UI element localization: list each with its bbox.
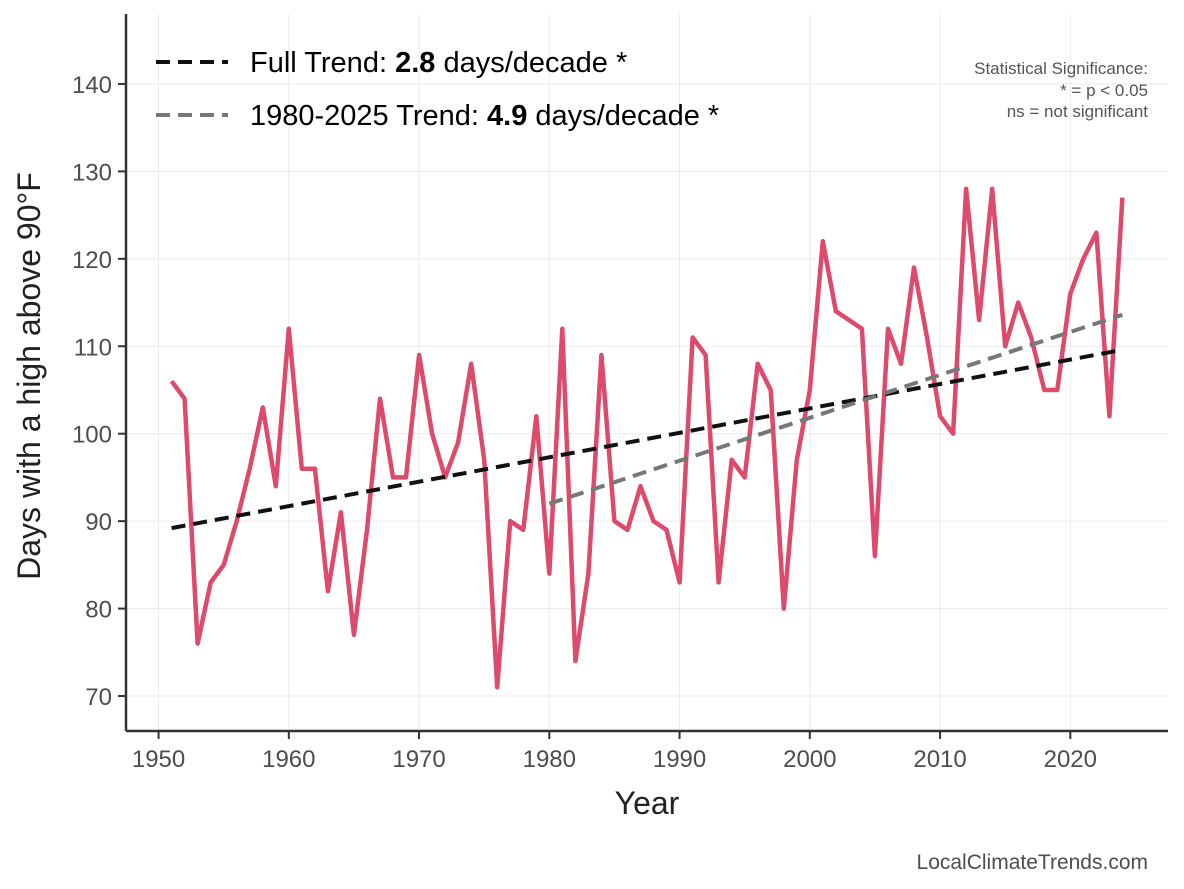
- x-tick-label-2000: 2000: [783, 746, 836, 773]
- y-tick-label-70: 70: [85, 684, 112, 711]
- x-tick-label-1990: 1990: [653, 746, 706, 773]
- trend-line-1980-2025: [548, 312, 1124, 506]
- y-tick-label-140: 140: [72, 72, 112, 99]
- x-tick-label-1970: 1970: [392, 746, 445, 773]
- x-tick-label-1960: 1960: [262, 746, 315, 773]
- legend-full-trend-prefix: Full Trend:: [250, 47, 395, 79]
- significance-ns: ns = not significant: [1007, 102, 1149, 121]
- y-tick-label-90: 90: [85, 509, 112, 536]
- axes: [124, 14, 1168, 733]
- x-tick-label-2010: 2010: [913, 746, 966, 773]
- x-axis-title: Year: [615, 785, 680, 821]
- legend-recent-trend-suffix: days/decade *: [527, 100, 719, 132]
- legend-recent-trend-prefix: 1980-2025 Trend:: [250, 100, 487, 132]
- y-tick-label-100: 100: [72, 422, 112, 449]
- significance-title: Statistical Significance:: [974, 59, 1148, 78]
- y-tick-label-80: 80: [85, 597, 112, 624]
- legend-label-recent-trend: 1980-2025 Trend: 4.9 days/decade *: [250, 100, 719, 132]
- x-tick-label-1950: 1950: [132, 746, 185, 773]
- significance-star: * = p < 0.05: [1060, 81, 1148, 100]
- y-axis-title: Days with a high above 90°F: [11, 172, 47, 580]
- x-tick-label-2020: 2020: [1044, 746, 1097, 773]
- legend-full-trend-suffix: days/decade *: [435, 47, 627, 79]
- legend-label-full-trend: Full Trend: 2.8 days/decade *: [250, 47, 627, 79]
- legend-full-trend-value: 2.8: [395, 47, 435, 79]
- series-layer: [169, 186, 1125, 690]
- y-tick-label-110: 110: [74, 334, 112, 361]
- significance-note: Statistical Significance: * = p < 0.05 n…: [974, 59, 1148, 121]
- y-tick-label-130: 130: [72, 159, 112, 186]
- legend-recent-trend-value: 4.9: [487, 100, 527, 132]
- legend: Full Trend: 2.8 days/decade * 1980-2025 …: [156, 47, 719, 132]
- y-tick-label-120: 120: [72, 247, 112, 274]
- axis-ticks: 1950 1960 1970 1980 1990 2000 2010 2020 70 80 90 10…: [72, 72, 1097, 773]
- trend-line-full: [171, 347, 1123, 531]
- source-credit: LocalClimateTrends.com: [917, 851, 1148, 874]
- x-tick-label-1980: 1980: [523, 746, 576, 773]
- series-line-days-above-90: [169, 186, 1125, 690]
